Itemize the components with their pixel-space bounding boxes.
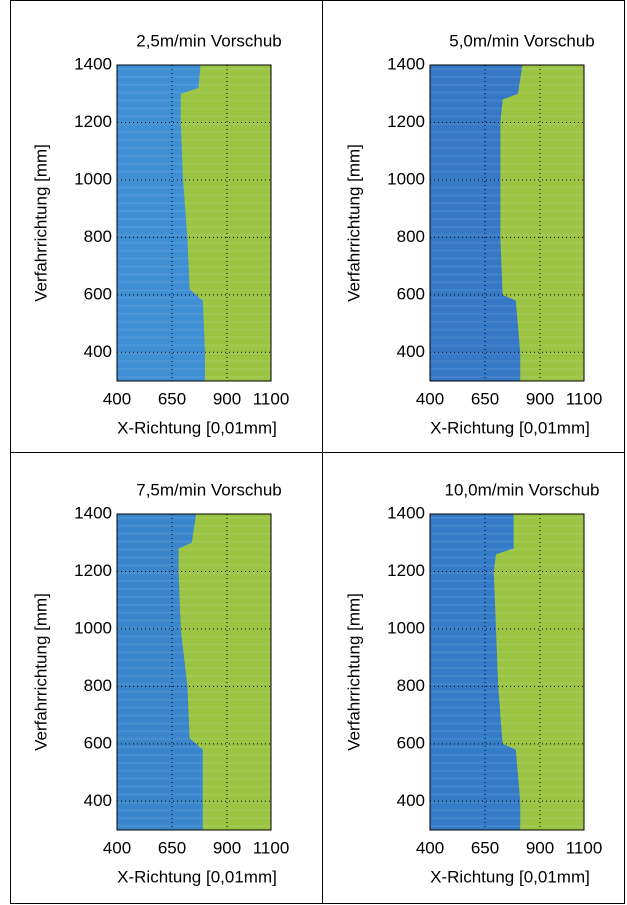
y-tick-label: 800 [84,676,112,695]
x-tick-label: 1100 [566,838,603,857]
y-tick-label: 1000 [387,169,425,188]
y-tick-label: 1400 [74,54,112,73]
x-tick-label: 400 [103,389,131,408]
y-tick-label: 1000 [74,169,112,188]
x-tick-label: 900 [526,838,554,857]
chart-title: 10,0m/min Vorschub [445,480,600,499]
x-tick-label: 400 [416,838,444,857]
y-axis-label: Verfahrrichtung [mm] [31,144,50,302]
y-tick-label: 800 [397,227,425,246]
y-tick-label: 1200 [74,112,112,131]
chart-title: 5,0m/min Vorschub [449,31,595,50]
chart-title: 7,5m/min Vorschub [136,480,282,499]
x-tick-label: 900 [213,838,241,857]
x-tick-label: 400 [103,838,131,857]
plot-frame [116,513,272,831]
y-tick-label: 400 [84,342,112,361]
plot-frame [116,64,272,382]
y-tick-label: 1200 [387,561,425,580]
x-tick-label: 650 [471,838,499,857]
y-tick-label: 1000 [74,618,112,637]
y-tick-label: 800 [84,227,112,246]
heatmap-region [117,65,205,381]
chart-title: 2,5m/min Vorschub [136,31,282,50]
x-axis-label: X-Richtung [0,01mm] [430,418,590,437]
y-tick-label: 600 [84,733,112,752]
x-tick-label: 1100 [253,838,290,857]
y-tick-label: 1400 [387,503,425,522]
plot-frame [429,64,585,382]
y-axis-label: Verfahrrichtung [mm] [344,593,363,751]
x-tick-label: 900 [213,389,241,408]
plot-frame [429,513,585,831]
y-tick-label: 600 [397,733,425,752]
heatmap-region [430,65,523,381]
heatmap-region [117,514,203,830]
y-tick-label: 600 [397,284,425,303]
x-axis-label: X-Richtung [0,01mm] [117,867,277,886]
y-axis-label: Verfahrrichtung [mm] [344,144,363,302]
y-tick-label: 1200 [387,112,425,131]
y-tick-label: 1400 [387,54,425,73]
y-tick-label: 400 [397,342,425,361]
x-tick-label: 900 [526,389,554,408]
y-tick-label: 1400 [74,503,112,522]
x-tick-label: 650 [158,389,186,408]
x-axis-label: X-Richtung [0,01mm] [117,418,277,437]
y-tick-label: 800 [397,676,425,695]
y-tick-label: 1200 [74,561,112,580]
x-axis-label: X-Richtung [0,01mm] [430,867,590,886]
x-tick-label: 650 [471,389,499,408]
y-tick-label: 400 [84,791,112,810]
x-tick-label: 650 [158,838,186,857]
x-tick-label: 1100 [253,389,290,408]
y-tick-label: 600 [84,284,112,303]
x-tick-label: 400 [416,389,444,408]
y-tick-label: 1000 [387,618,425,637]
heatmap-region [430,514,521,830]
x-tick-label: 1100 [566,389,603,408]
y-tick-label: 400 [397,791,425,810]
y-axis-label: Verfahrrichtung [mm] [31,593,50,751]
